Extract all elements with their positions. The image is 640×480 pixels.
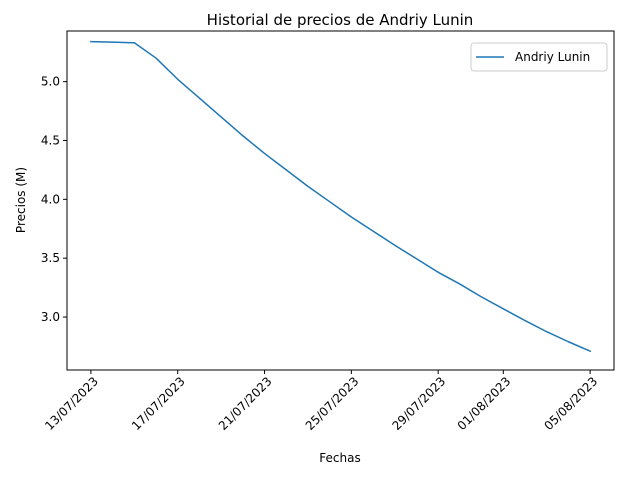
y-tick-label: 4.5	[41, 133, 60, 147]
x-tick-label: 25/07/2023	[303, 374, 362, 433]
x-tick-label: 21/07/2023	[216, 374, 275, 433]
x-tick-label: 05/08/2023	[541, 374, 600, 433]
legend-label: Andriy Lunin	[515, 50, 590, 64]
series-line	[90, 40, 592, 353]
y-tick-label: 3.0	[41, 310, 60, 324]
x-axis-label: Fechas	[319, 451, 360, 465]
y-tick-label: 3.5	[41, 251, 60, 265]
y-tick-label: 5.0	[41, 75, 60, 89]
legend-box	[470, 42, 608, 72]
legend: Andriy Lunin	[470, 42, 608, 72]
x-tick-label: 01/08/2023	[455, 374, 514, 433]
y-axis-label: Precios (M)	[14, 167, 28, 233]
x-tick-label: 29/07/2023	[389, 374, 448, 433]
y-tick-label: 4.0	[41, 192, 60, 206]
x-tick-label: 17/07/2023	[129, 374, 188, 433]
chart-title: Historial de precios de Andriy Lunin	[207, 11, 474, 29]
x-tick-label: 13/07/2023	[42, 374, 101, 433]
plot-frame	[66, 30, 615, 371]
plot-area	[67, 31, 614, 370]
